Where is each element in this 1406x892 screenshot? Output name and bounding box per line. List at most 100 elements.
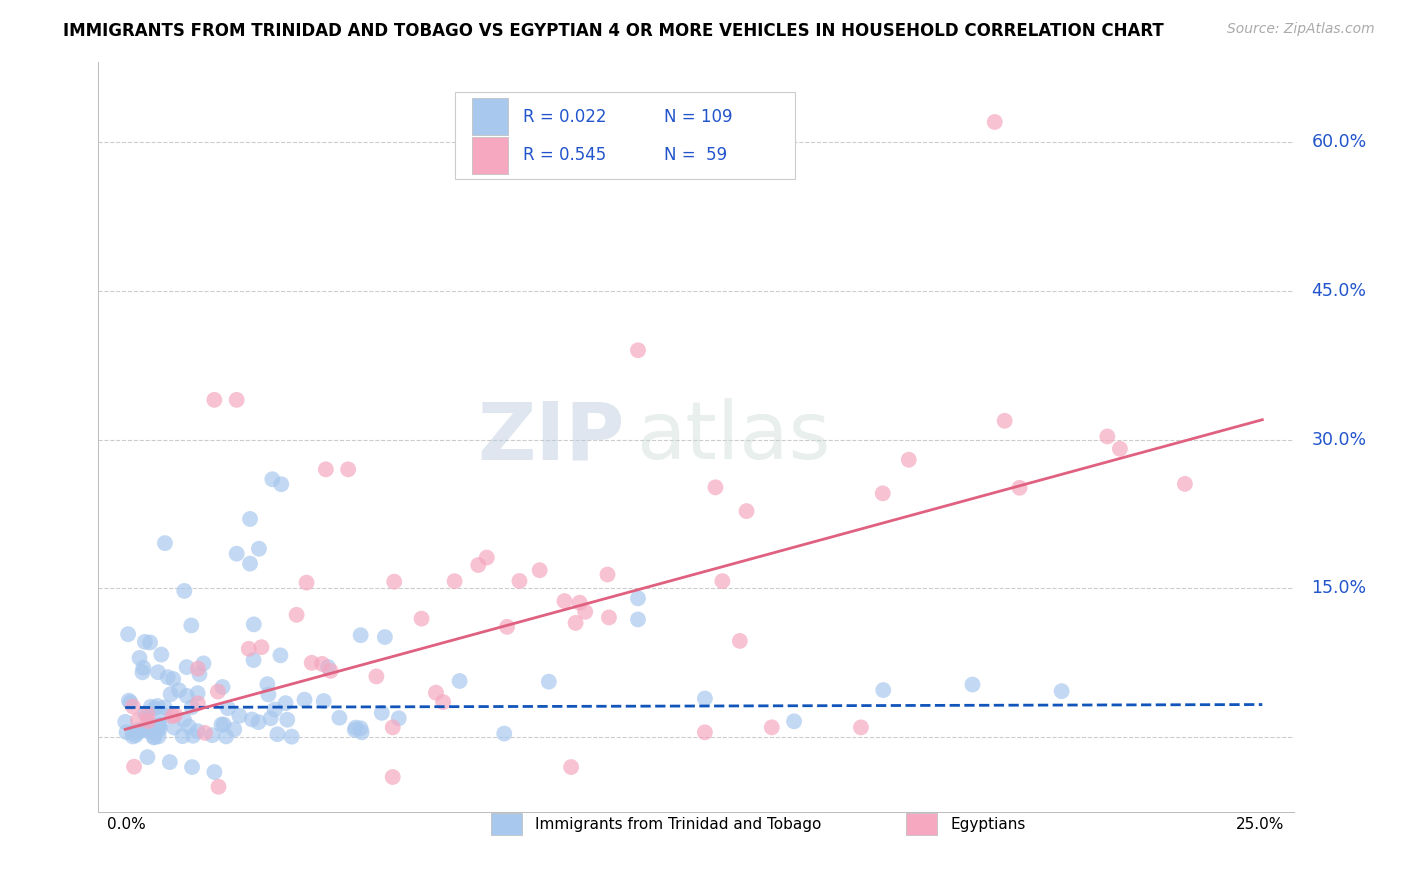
Point — [872, 683, 894, 698]
Point — [266, 727, 288, 741]
Point — [432, 695, 454, 709]
Point — [136, 714, 159, 728]
Point — [872, 486, 894, 500]
Point — [127, 725, 149, 739]
FancyBboxPatch shape — [454, 93, 796, 178]
Point — [138, 723, 160, 738]
Point — [343, 723, 366, 737]
Point — [194, 726, 217, 740]
Point — [239, 512, 262, 526]
Point — [138, 707, 160, 722]
Point — [1008, 481, 1031, 495]
Point — [187, 686, 209, 700]
Point — [153, 700, 176, 714]
Point — [529, 563, 551, 577]
Point — [186, 724, 208, 739]
Point — [115, 725, 138, 739]
Point — [553, 594, 575, 608]
Text: Immigrants from Trinidad and Tobago: Immigrants from Trinidad and Tobago — [536, 817, 823, 831]
Point — [350, 628, 373, 642]
Text: 0.0%: 0.0% — [107, 817, 146, 831]
Point — [136, 750, 159, 764]
Point — [153, 536, 176, 550]
Point — [425, 686, 447, 700]
Text: 15.0%: 15.0% — [1312, 580, 1367, 598]
Text: 60.0%: 60.0% — [1312, 133, 1367, 151]
Text: Source: ZipAtlas.com: Source: ZipAtlas.com — [1227, 22, 1375, 37]
Text: 45.0%: 45.0% — [1312, 282, 1367, 300]
Point — [122, 699, 145, 714]
Point — [374, 630, 396, 644]
Point — [132, 661, 155, 675]
Point — [187, 662, 209, 676]
Point — [711, 574, 734, 589]
Point — [211, 680, 233, 694]
Point — [128, 723, 150, 738]
Bar — [472, 136, 509, 174]
Point — [285, 607, 308, 622]
Point — [215, 730, 238, 744]
Point — [134, 635, 156, 649]
Point — [173, 583, 195, 598]
Point — [139, 699, 162, 714]
Point — [225, 547, 247, 561]
Point — [704, 480, 727, 494]
Point — [693, 691, 716, 706]
Point — [247, 541, 270, 556]
Point — [295, 575, 318, 590]
Point — [1097, 429, 1119, 443]
Bar — [905, 814, 936, 835]
Point — [328, 711, 350, 725]
Point — [1050, 684, 1073, 698]
Point — [127, 714, 149, 728]
Point — [301, 656, 323, 670]
Point — [159, 687, 181, 701]
Point — [312, 694, 335, 708]
Point — [449, 673, 471, 688]
Text: R = 0.022: R = 0.022 — [523, 108, 606, 126]
Point — [148, 718, 170, 732]
Point — [496, 620, 519, 634]
Point — [224, 723, 246, 737]
Point — [564, 615, 586, 630]
Point — [121, 725, 143, 739]
Text: R = 0.545: R = 0.545 — [523, 146, 606, 164]
Point — [239, 557, 262, 571]
Point — [897, 452, 920, 467]
Point — [849, 720, 872, 734]
Point — [117, 627, 139, 641]
Text: 30.0%: 30.0% — [1312, 431, 1367, 449]
Bar — [491, 814, 522, 835]
Point — [475, 550, 498, 565]
Point — [388, 711, 411, 725]
Point — [337, 462, 360, 476]
Text: N =  59: N = 59 — [664, 146, 727, 164]
Point — [366, 669, 388, 683]
Point — [167, 683, 190, 698]
Point — [187, 697, 209, 711]
Point — [382, 574, 405, 589]
Point — [242, 653, 264, 667]
Point — [131, 665, 153, 680]
Point — [172, 729, 194, 743]
Point — [371, 706, 394, 720]
Point — [270, 477, 292, 491]
Point — [127, 723, 149, 738]
Point — [761, 720, 783, 734]
Point — [163, 721, 186, 735]
Point — [596, 567, 619, 582]
Point — [568, 596, 591, 610]
Point — [146, 720, 169, 734]
Point — [319, 664, 342, 678]
Point — [598, 610, 620, 624]
Point — [256, 677, 278, 691]
Point — [146, 699, 169, 714]
Point — [128, 651, 150, 665]
Point — [148, 720, 170, 734]
Point — [344, 721, 367, 735]
Point — [316, 660, 339, 674]
Point — [381, 770, 404, 784]
Point — [149, 722, 172, 736]
Point — [560, 760, 582, 774]
Point — [240, 713, 263, 727]
